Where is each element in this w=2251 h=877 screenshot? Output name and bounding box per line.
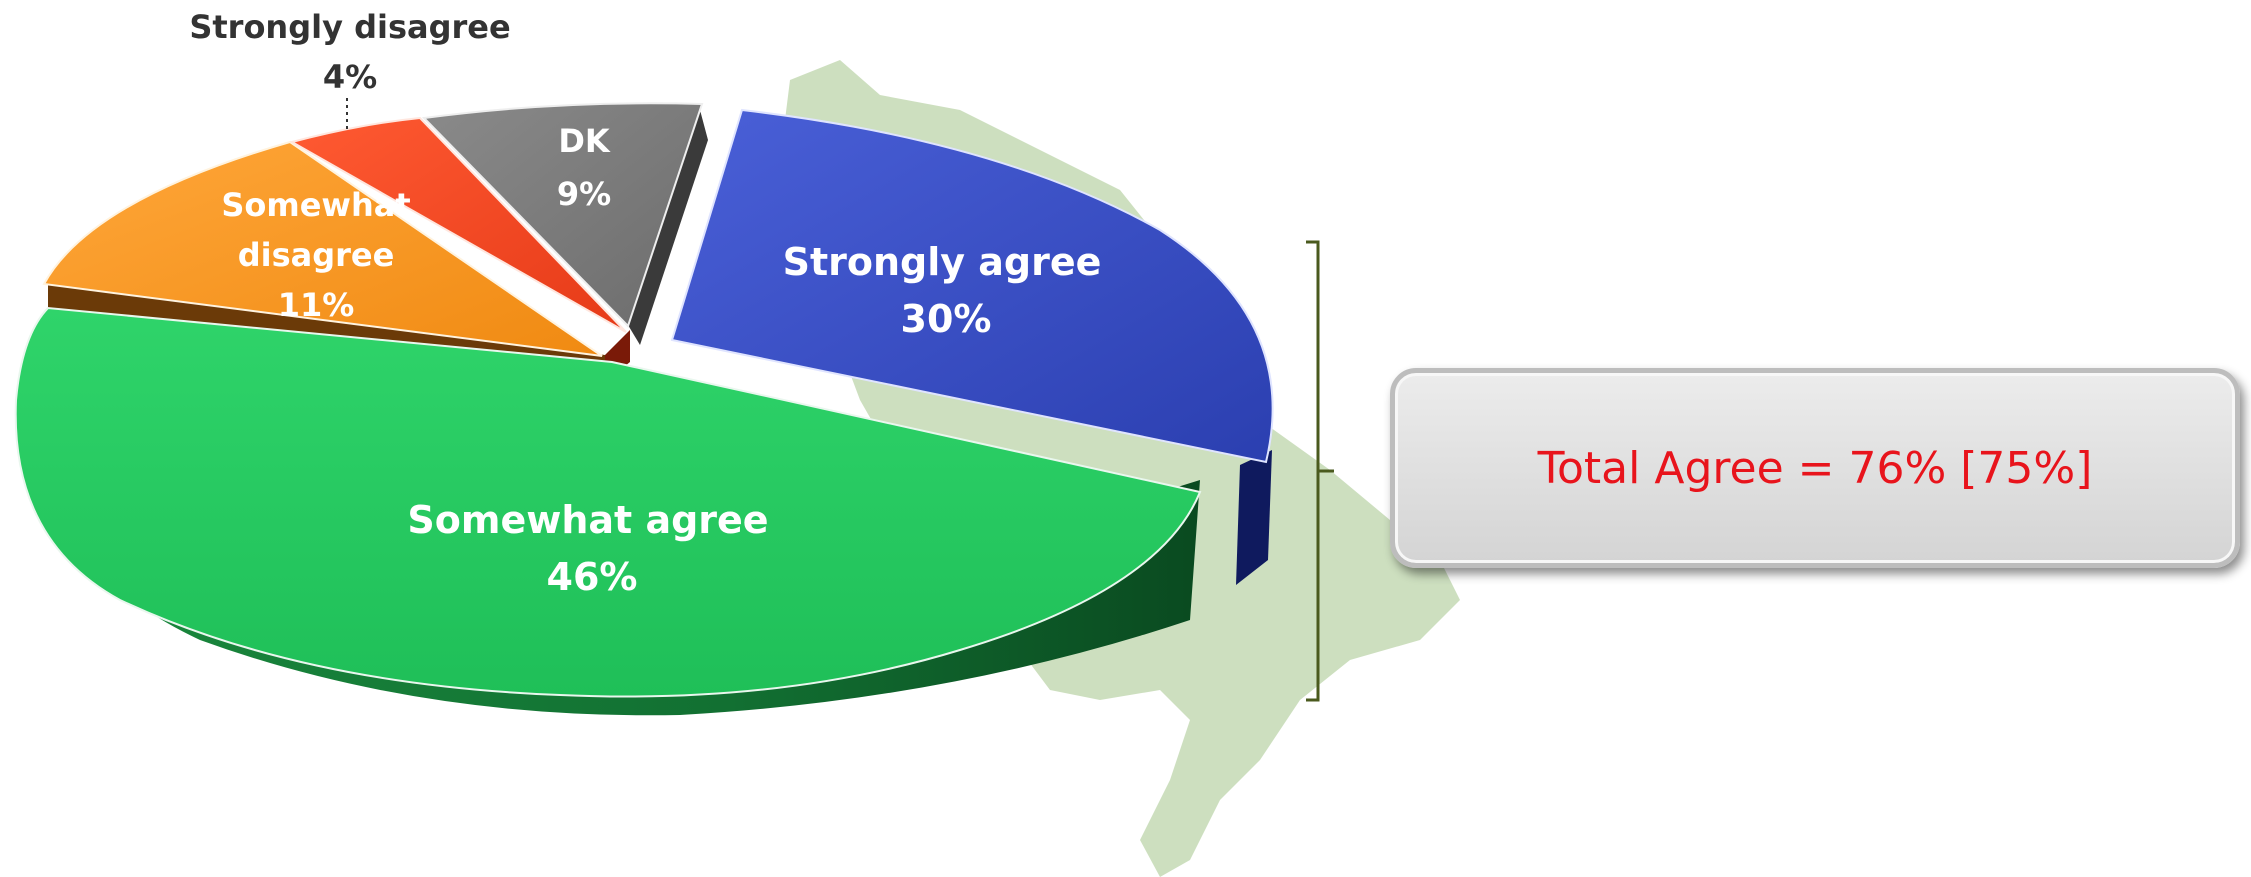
value-somewhat-disagree: 11% (278, 286, 355, 324)
value-strongly-agree: 30% (901, 297, 992, 341)
total-agree-bracket (1306, 240, 1334, 702)
value-dk: 9% (557, 175, 611, 213)
label-strongly-agree: Strongly agree (783, 240, 1102, 284)
slice-side-gray (628, 110, 708, 345)
value-strongly-disagree: 4% (323, 58, 377, 96)
total-agree-text: Total Agree = 76% [75%] (1537, 442, 2093, 494)
label-somewhat-disagree-1: Somewhat (221, 186, 410, 224)
slice-side-blue (1236, 450, 1272, 585)
label-somewhat-agree: Somewhat agree (407, 498, 768, 542)
label-somewhat-disagree-2: disagree (238, 236, 395, 274)
slice-dk (421, 102, 704, 328)
value-somewhat-agree: 46% (547, 555, 638, 599)
label-strongly-disagree: Strongly disagree (189, 8, 510, 46)
total-agree-callout: Total Agree = 76% [75%] (1390, 368, 2240, 568)
slice-strongly-disagree (289, 116, 627, 333)
slice-somewhat-disagree (42, 140, 603, 357)
slice-strongly-agree (670, 108, 1274, 464)
label-dk: DK (558, 122, 611, 160)
slice-somewhat-agree (14, 306, 1202, 698)
